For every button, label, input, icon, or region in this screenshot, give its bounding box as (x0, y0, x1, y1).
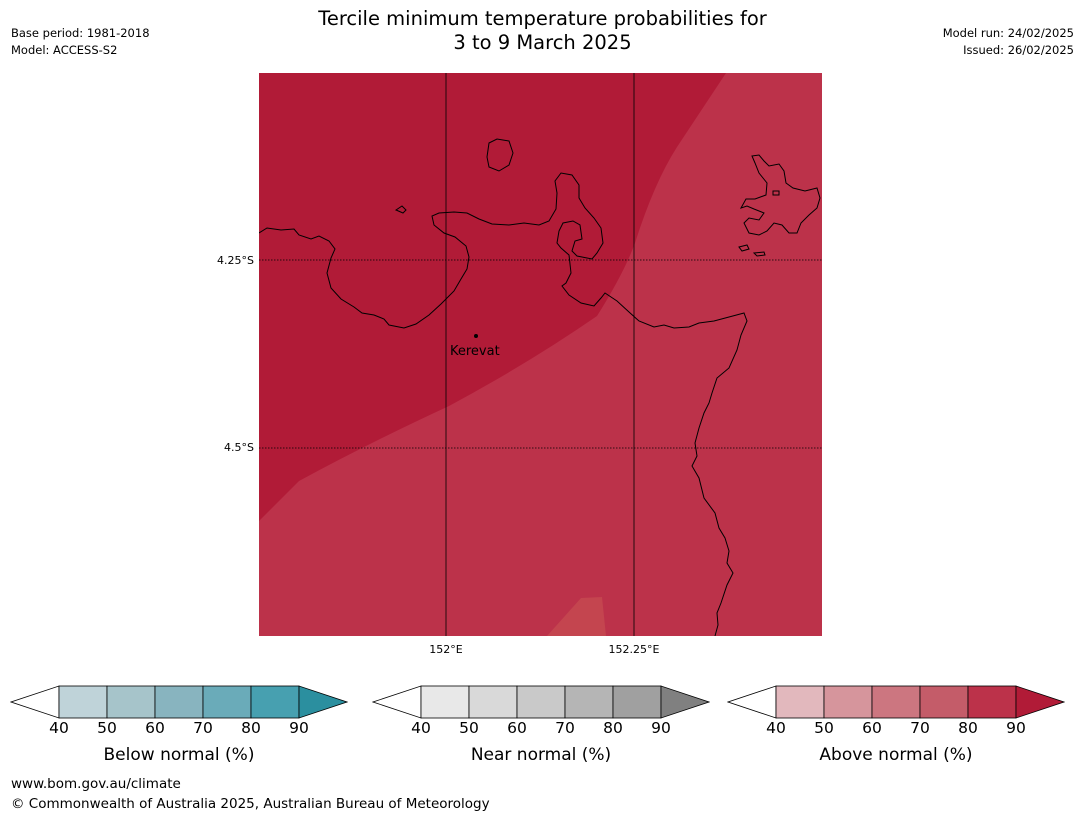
colorbar-above-extend-low (727, 685, 777, 719)
colorbar-near-segment-5 (612, 685, 662, 719)
tick-above-60: 60 (862, 719, 882, 737)
colorbar-near-extend-low (372, 685, 422, 719)
colorbar-above-segment-3 (871, 685, 921, 719)
tick-near-70: 70 (555, 719, 575, 737)
tick-near-90: 90 (651, 719, 671, 737)
tick-above-70: 70 (910, 719, 930, 737)
colorbar-below-segment-5 (250, 685, 300, 719)
colorbar-above-segment-1 (775, 685, 825, 719)
lat-label-4-5: 4.5°S (224, 441, 254, 454)
footer-copyright: © Commonwealth of Australia 2025, Austra… (11, 796, 490, 812)
coastline-islet-east-3 (772, 190, 780, 196)
tick-near-50: 50 (459, 719, 479, 737)
colorbar-below-segment-3 (154, 685, 204, 719)
colorbar-near-segment-2 (468, 685, 518, 719)
gridlines (259, 73, 822, 636)
coastline-islet-east-2 (752, 251, 766, 257)
colorbar-above-normal (727, 685, 1065, 719)
tick-below-80: 80 (241, 719, 261, 737)
coastline-islet (394, 205, 407, 214)
run-info: Model run: 24/02/2025 Issued: 26/02/2025 (943, 25, 1074, 59)
title-line-1: Tercile minimum temperature probabilitie… (318, 7, 767, 30)
tick-near-80: 80 (603, 719, 623, 737)
model-name: Model: ACCESS-S2 (11, 43, 118, 57)
colorbar-near-extend-high (660, 685, 710, 719)
tick-above-80: 80 (958, 719, 978, 737)
coastline-islet-east (738, 244, 750, 252)
colorbar-below-extend-high (298, 685, 348, 719)
kerevat-label: Kerevat (450, 344, 500, 359)
colorbar-above-segment-2 (823, 685, 873, 719)
colorbar-label-near: Near normal (%) (470, 745, 612, 765)
colorbar-near-segment-4 (564, 685, 614, 719)
colorbar-below-segment-1 (58, 685, 108, 719)
coastline-gazelle (259, 172, 748, 636)
tick-below-70: 70 (193, 719, 213, 737)
lon-label-152-25: 152.25°E (608, 643, 660, 656)
tick-below-40: 40 (49, 719, 69, 737)
base-info: Base period: 1981-2018 Model: ACCESS-S2 (11, 25, 150, 59)
base-period: Base period: 1981-2018 (11, 26, 150, 40)
colorbar-label-below: Below normal (%) (103, 745, 255, 765)
probability-map: Kerevat (259, 73, 822, 636)
region-above-70 (259, 73, 822, 636)
tick-below-60: 60 (145, 719, 165, 737)
colorbar-below-extend-low (10, 685, 60, 719)
colorbar-above-extend-high (1015, 685, 1065, 719)
coastlines (259, 138, 821, 636)
tick-above-90: 90 (1006, 719, 1026, 737)
tick-near-40: 40 (411, 719, 431, 737)
colorbar-near-segment-3 (516, 685, 566, 719)
region-above-60 (547, 597, 606, 636)
colorbar-below-segment-4 (202, 685, 252, 719)
colorbar-near-segment-1 (420, 685, 470, 719)
colorbar-above-segment-4 (919, 685, 969, 719)
kerevat-marker (474, 334, 478, 338)
tick-below-90: 90 (289, 719, 309, 737)
coastline-duke-of-york (739, 154, 821, 236)
colorbar-above-segment-5 (967, 685, 1017, 719)
colorbar-near-normal (372, 685, 710, 719)
title-line-2: 3 to 9 March 2025 (453, 31, 632, 54)
tick-near-60: 60 (507, 719, 527, 737)
footer-url: www.bom.gov.au/climate (11, 776, 181, 792)
issued-date: Issued: 26/02/2025 (963, 43, 1074, 57)
lon-label-152: 152°E (429, 643, 463, 656)
colorbar-label-above: Above normal (%) (819, 745, 973, 765)
tick-above-40: 40 (766, 719, 786, 737)
colorbar-below-normal (10, 685, 348, 719)
colorbar-below-segment-2 (106, 685, 156, 719)
map-title: Tercile minimum temperature probabilitie… (0, 7, 1085, 55)
lat-label-4-25: 4.25°S (217, 254, 254, 267)
model-run: Model run: 24/02/2025 (942, 26, 1074, 40)
tick-above-50: 50 (814, 719, 834, 737)
tick-below-50: 50 (97, 719, 117, 737)
coastline-watom (486, 138, 514, 172)
